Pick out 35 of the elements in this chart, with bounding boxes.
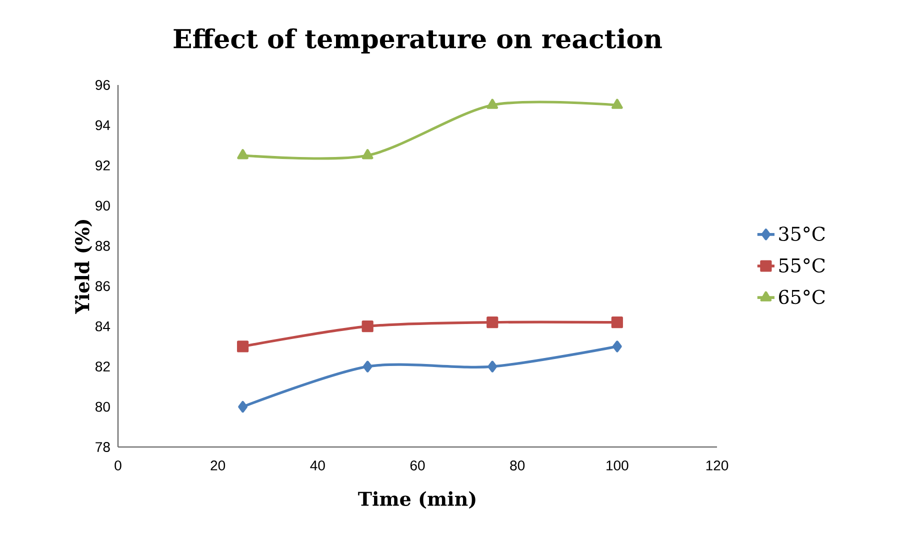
- x-tick-label: 100: [606, 460, 628, 470]
- y-tick-label: 88: [96, 240, 110, 251]
- x-tick-label: 40: [310, 460, 325, 470]
- y-axis-title: Yield (%): [74, 220, 92, 314]
- x-tick-label: 120: [706, 460, 728, 470]
- point: [486, 316, 498, 328]
- y-tick-label: 78: [96, 442, 110, 452]
- legend-label: 35°C: [779, 226, 825, 241]
- y-tick-label: 96: [96, 80, 110, 90]
- x-tick-label: 80: [510, 460, 525, 470]
- point: [488, 360, 498, 372]
- y-tick-label: 94: [96, 120, 110, 130]
- point: [236, 340, 249, 352]
- point: [238, 400, 248, 413]
- point: [362, 149, 374, 160]
- y-tick-label: 84: [96, 321, 110, 332]
- chart-title: Effect of temperature on reaction: [174, 28, 662, 54]
- y-tick-label: 92: [96, 160, 110, 170]
- y-tick-label: 86: [96, 281, 110, 292]
- point: [362, 360, 372, 372]
- y-tick-label: 90: [96, 200, 110, 211]
- point: [486, 98, 498, 109]
- point: [362, 320, 374, 332]
- point: [612, 98, 623, 109]
- legend-label: 55°C: [779, 258, 825, 273]
- point: [237, 149, 248, 160]
- x-tick-label: 60: [410, 460, 425, 470]
- point: [611, 316, 623, 328]
- y-tick-label: 80: [96, 402, 110, 412]
- legend-label: 65°C: [779, 290, 825, 304]
- point: [612, 340, 622, 352]
- x-axis-title: Time (min): [358, 491, 476, 509]
- x-tick-label: 20: [210, 460, 226, 470]
- x-tick-label: 0: [114, 460, 122, 470]
- y-tick-label: 82: [96, 362, 110, 372]
